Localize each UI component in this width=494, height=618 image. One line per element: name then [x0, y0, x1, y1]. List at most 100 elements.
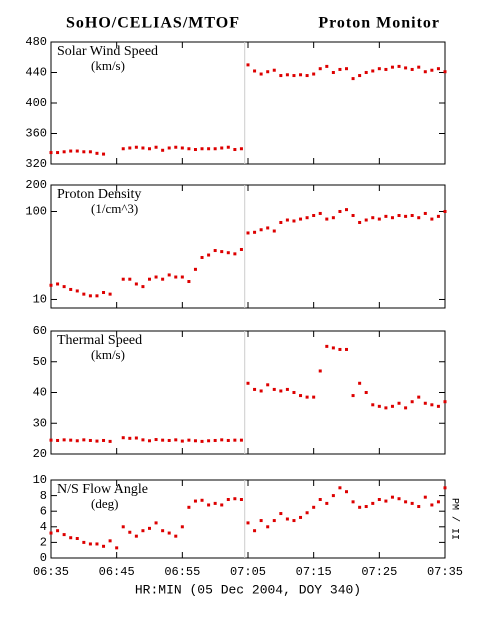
point — [69, 287, 73, 291]
point — [49, 531, 53, 535]
point — [193, 439, 197, 443]
y-tick-label: 200 — [25, 178, 47, 192]
point — [75, 289, 79, 293]
y-tick-label: 100 — [25, 205, 47, 219]
x-tick-label: 06:45 — [99, 565, 135, 579]
point — [102, 152, 106, 156]
x-tick-label: 06:55 — [164, 565, 200, 579]
x-tick-label: 06:35 — [33, 565, 69, 579]
point — [253, 387, 257, 391]
point — [272, 519, 276, 523]
point — [193, 499, 197, 503]
point — [167, 273, 171, 277]
point — [141, 438, 145, 442]
y-tick-label: 360 — [25, 127, 47, 141]
point — [69, 438, 73, 442]
point — [239, 147, 243, 151]
point — [148, 526, 151, 530]
point — [56, 529, 60, 533]
point — [213, 438, 217, 442]
point — [384, 67, 388, 71]
y-tick-label: 4 — [40, 520, 47, 534]
point — [338, 486, 342, 490]
point — [161, 148, 165, 152]
y-tick-label: 50 — [33, 355, 47, 369]
point — [285, 218, 289, 222]
y-tick-label: 400 — [25, 96, 47, 110]
point — [259, 228, 263, 232]
point — [75, 537, 79, 540]
point — [167, 146, 171, 150]
point — [220, 438, 224, 442]
point — [305, 395, 309, 399]
y-tick-label: 440 — [25, 66, 47, 80]
point — [121, 436, 125, 440]
point — [62, 438, 66, 442]
point — [410, 214, 414, 218]
point — [121, 525, 125, 529]
point — [390, 495, 394, 499]
point — [285, 517, 289, 521]
point — [266, 525, 270, 529]
point — [279, 389, 283, 393]
point — [187, 147, 191, 151]
point — [200, 498, 204, 502]
point — [226, 145, 230, 149]
point — [134, 436, 138, 440]
point — [371, 69, 375, 73]
point — [154, 521, 158, 525]
point — [207, 439, 211, 443]
point — [167, 531, 171, 535]
point — [226, 498, 230, 501]
annotation: PM / II — [448, 498, 460, 540]
point — [397, 214, 401, 218]
point — [285, 387, 289, 391]
point — [331, 494, 335, 498]
point — [161, 529, 165, 533]
point — [239, 438, 243, 442]
point — [404, 66, 408, 70]
point — [62, 533, 66, 537]
point — [325, 344, 329, 348]
point — [331, 346, 335, 350]
point — [134, 145, 138, 149]
point — [121, 277, 125, 281]
point — [384, 406, 388, 410]
point — [292, 391, 296, 394]
point — [364, 71, 368, 74]
point — [259, 519, 263, 523]
point — [62, 150, 66, 154]
point — [246, 63, 250, 67]
point — [443, 486, 447, 490]
y-tick-label: 20 — [33, 447, 47, 461]
point — [56, 151, 60, 155]
point — [141, 529, 145, 533]
point — [174, 534, 178, 538]
point — [423, 70, 427, 74]
point — [351, 214, 355, 218]
y-tick-label: 10 — [33, 293, 47, 307]
point — [390, 404, 394, 408]
point — [187, 280, 191, 284]
panel-label: Solar Wind Speed — [57, 44, 158, 59]
point — [384, 499, 388, 503]
point — [358, 74, 362, 78]
x-tick-label: 07:35 — [427, 565, 463, 579]
point — [82, 150, 86, 154]
point — [102, 291, 106, 295]
point — [331, 71, 335, 74]
point — [443, 209, 447, 213]
point — [233, 497, 237, 501]
point — [417, 395, 421, 399]
point — [246, 521, 250, 525]
title-left: SoHO/CELIAS/MTOF — [66, 15, 240, 32]
point — [128, 146, 132, 150]
point — [102, 544, 106, 548]
point — [338, 347, 342, 351]
point — [213, 249, 217, 253]
point — [318, 369, 322, 373]
panel-label: N/S Flow Angle — [57, 482, 148, 497]
point — [95, 542, 99, 546]
point — [430, 217, 434, 221]
point — [226, 251, 230, 255]
